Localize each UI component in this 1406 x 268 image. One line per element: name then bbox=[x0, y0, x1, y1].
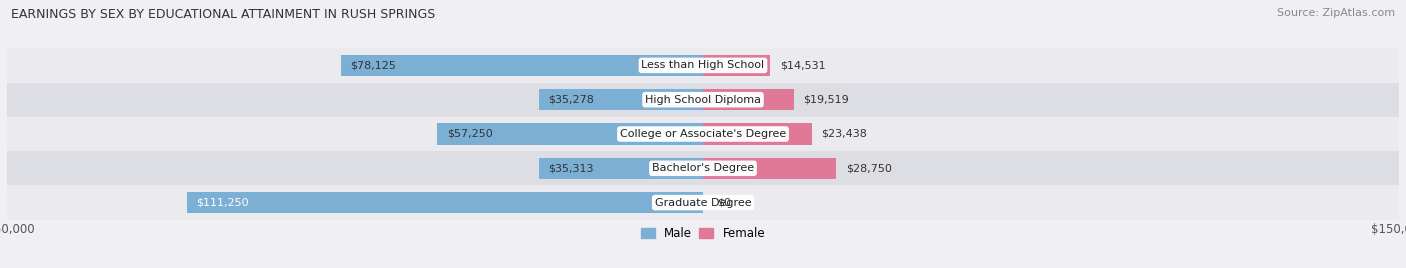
Text: $57,250: $57,250 bbox=[447, 129, 492, 139]
Bar bbox=[703, 158, 837, 179]
Bar bbox=[703, 55, 770, 76]
Text: High School Diploma: High School Diploma bbox=[645, 95, 761, 105]
Text: $0: $0 bbox=[717, 198, 731, 208]
Bar bbox=[7, 151, 1399, 185]
Legend: Male, Female: Male, Female bbox=[636, 222, 770, 245]
Bar bbox=[340, 55, 703, 76]
Text: EARNINGS BY SEX BY EDUCATIONAL ATTAINMENT IN RUSH SPRINGS: EARNINGS BY SEX BY EDUCATIONAL ATTAINMEN… bbox=[11, 8, 436, 21]
Text: $111,250: $111,250 bbox=[195, 198, 249, 208]
Bar bbox=[538, 158, 703, 179]
Text: College or Associate's Degree: College or Associate's Degree bbox=[620, 129, 786, 139]
Text: $78,125: $78,125 bbox=[350, 60, 395, 70]
Text: $14,531: $14,531 bbox=[780, 60, 825, 70]
Bar bbox=[437, 123, 703, 145]
Text: Less than High School: Less than High School bbox=[641, 60, 765, 70]
Text: $19,519: $19,519 bbox=[803, 95, 849, 105]
Text: $35,278: $35,278 bbox=[548, 95, 595, 105]
Bar bbox=[703, 123, 811, 145]
Bar bbox=[7, 48, 1399, 83]
Bar bbox=[187, 192, 703, 213]
Text: Graduate Degree: Graduate Degree bbox=[655, 198, 751, 208]
Bar bbox=[703, 89, 793, 110]
Bar bbox=[7, 83, 1399, 117]
Bar bbox=[7, 185, 1399, 220]
Text: $35,313: $35,313 bbox=[548, 163, 593, 173]
Text: $28,750: $28,750 bbox=[845, 163, 891, 173]
Bar bbox=[540, 89, 703, 110]
Text: Source: ZipAtlas.com: Source: ZipAtlas.com bbox=[1277, 8, 1395, 18]
Bar bbox=[7, 117, 1399, 151]
Text: Bachelor's Degree: Bachelor's Degree bbox=[652, 163, 754, 173]
Text: $23,438: $23,438 bbox=[821, 129, 868, 139]
